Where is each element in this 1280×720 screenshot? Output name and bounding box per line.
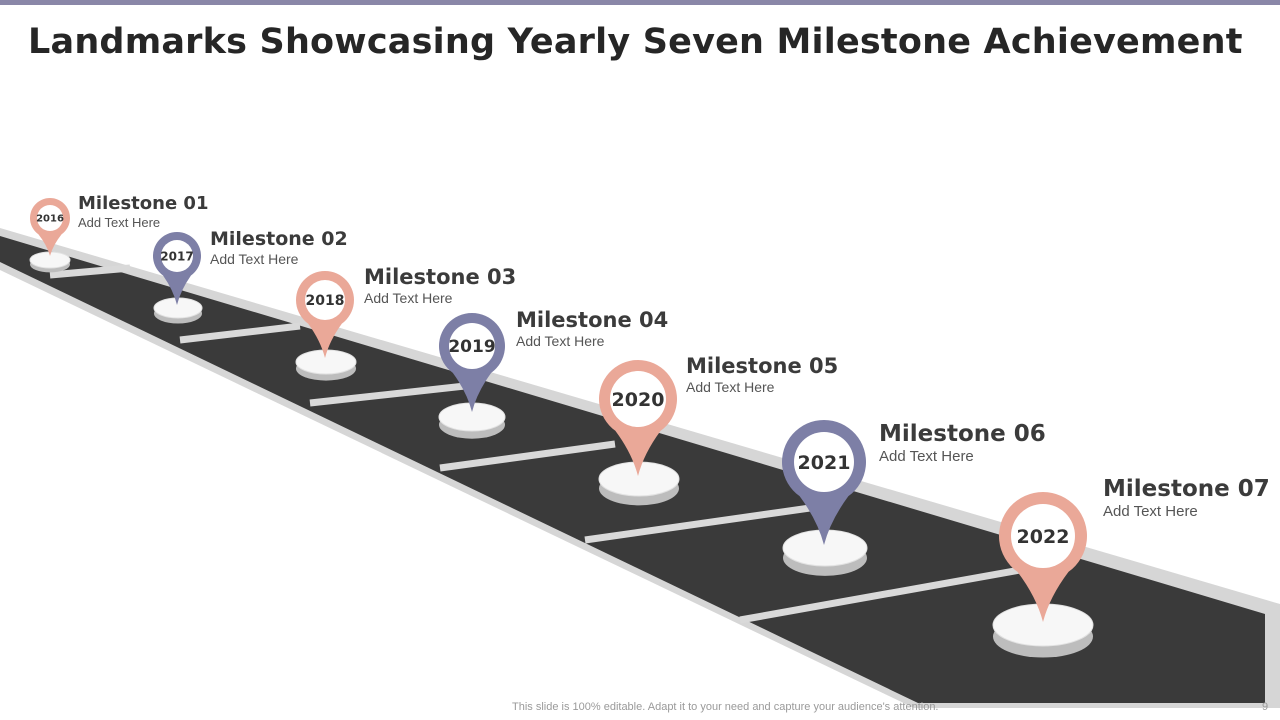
road-divider [439,440,616,472]
milestone-year: 2018 [306,293,345,309]
pin-inner-circle [161,240,193,272]
milestone-description: Add Text Here [1103,503,1198,521]
road-divider [739,566,1021,624]
milestone-title: Milestone 03 [364,265,517,289]
milestone-year: 2020 [612,389,665,411]
milestone-year: 2016 [36,214,64,225]
milestone-label: Milestone 03 Add Text Here [364,265,517,307]
slide-title: Landmarks Showcasing Yearly Seven Milest… [28,22,1243,62]
milestone-pin: 2022 [992,492,1094,658]
milestone-pin: 2020 [598,360,680,506]
milestone-pin: 2016 [29,198,71,273]
milestone-year: 2022 [1017,526,1070,548]
milestone-pin: 2019 [438,313,506,439]
page-number: 9 [1262,701,1269,713]
milestone-description: Add Text Here [879,448,974,466]
milestone-pin: 2017 [152,231,203,324]
pin-inner-circle [305,280,345,320]
milestone-title: Milestone 05 [686,354,839,378]
milestone-pin: 2021 [782,420,868,576]
milestone-label: Milestone 02 Add Text Here [210,229,348,268]
milestone-description: Add Text Here [210,250,299,267]
milestone-title: Milestone 01 [78,193,209,214]
milestone-title: Milestone 02 [210,228,348,250]
milestone-year: 2021 [798,452,851,474]
milestone-description: Add Text Here [686,379,775,396]
milestone-description: Add Text Here [364,290,453,307]
pin-inner-circle [794,432,854,492]
milestone-label: Milestone 04 Add Text Here [516,308,669,350]
road-divider [49,264,131,279]
milestone-title: Milestone 07 [1103,476,1270,502]
pin-inner-circle [1011,504,1075,568]
milestone-title: Milestone 04 [516,308,669,332]
pin-inner-circle [610,371,666,427]
top-accent-bar [0,0,1280,5]
milestone-label: Milestone 05 Add Text Here [686,354,839,396]
footer-note: This slide is 100% editable. Adapt it to… [512,701,939,713]
milestone-year: 2019 [448,337,495,357]
milestone-description: Add Text Here [516,333,605,350]
milestone-title: Milestone 06 [879,421,1046,447]
milestone-description: Add Text Here [78,214,161,230]
pin-inner-circle [37,205,63,231]
road-divider [584,504,811,544]
milestone-label: Milestone 06 Add Text Here [879,421,1046,466]
milestone-label: Milestone 07 Add Text Here [1103,476,1270,521]
pin-inner-circle [449,323,495,369]
milestone-label: Milestone 01 Add Text Here [78,194,208,230]
road-divider [309,382,466,407]
milestone-year: 2017 [160,249,193,263]
milestone-pin: 2018 [295,270,357,381]
road-divider [179,322,301,344]
